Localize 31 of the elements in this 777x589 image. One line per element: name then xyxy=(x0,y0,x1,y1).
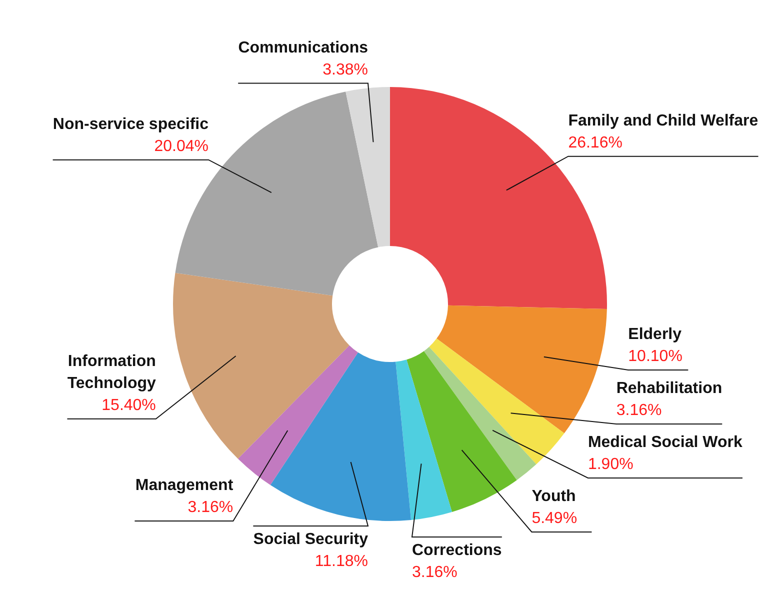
data-label: 1.90% xyxy=(588,456,634,473)
slice-label: Social Security xyxy=(253,531,368,548)
slice-label: Medical Social Work xyxy=(588,434,742,451)
slice-label: Non-service specific xyxy=(52,116,209,133)
slice-label: Rehabilitation xyxy=(616,380,722,397)
donut-slice xyxy=(436,305,607,434)
donut-slice xyxy=(173,272,350,459)
slice-label: Elderly xyxy=(628,326,682,343)
donut-slice xyxy=(396,360,452,520)
slice-label: Management xyxy=(135,477,234,494)
data-label: 3.16% xyxy=(412,564,458,581)
donut-slice xyxy=(270,352,412,521)
donut-slice xyxy=(238,345,358,486)
slice-label: Youth xyxy=(532,488,576,505)
data-label: 10.10% xyxy=(628,348,682,365)
donut-slice xyxy=(346,87,390,248)
donut-slice xyxy=(406,351,517,512)
data-label: 26.16% xyxy=(568,134,622,152)
data-label: 5.49% xyxy=(532,510,578,527)
donut-slice xyxy=(424,346,536,480)
data-label: 3.38% xyxy=(322,61,368,78)
data-label: 11.18% xyxy=(314,553,368,570)
data-label: 20.04% xyxy=(154,138,209,155)
slice-label: Communications xyxy=(238,39,368,56)
data-label: 3.16% xyxy=(616,402,662,419)
data-label: 15.40% xyxy=(102,396,156,414)
donut-slice xyxy=(429,338,564,464)
slice-label: Family and Child Welfare xyxy=(568,112,758,130)
data-label: 3.16% xyxy=(188,499,234,516)
slice-label: Corrections xyxy=(412,542,502,559)
slice-label: Information Technology xyxy=(67,352,156,392)
